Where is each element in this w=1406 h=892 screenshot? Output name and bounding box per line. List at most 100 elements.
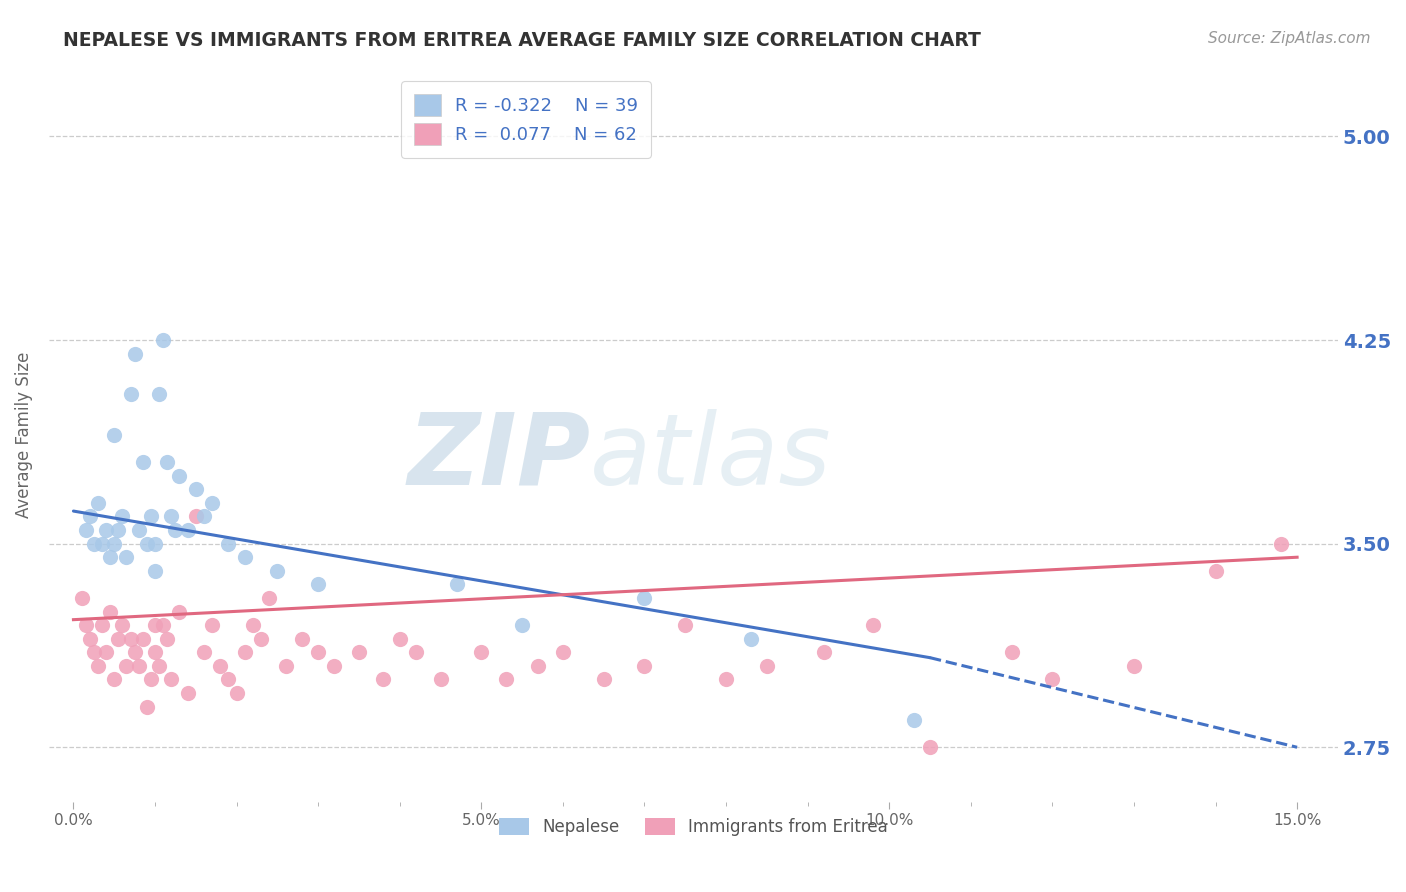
Point xyxy=(217,673,239,687)
Point xyxy=(139,509,162,524)
Point xyxy=(87,496,110,510)
Point xyxy=(233,645,256,659)
Point xyxy=(242,618,264,632)
Point xyxy=(1040,673,1063,687)
Text: Source: ZipAtlas.com: Source: ZipAtlas.com xyxy=(1208,31,1371,46)
Point xyxy=(527,658,550,673)
Point xyxy=(98,605,121,619)
Point xyxy=(135,699,157,714)
Point xyxy=(107,523,129,537)
Point xyxy=(813,645,835,659)
Point xyxy=(152,333,174,347)
Point xyxy=(903,713,925,727)
Point xyxy=(111,618,134,632)
Point xyxy=(169,468,191,483)
Point xyxy=(592,673,614,687)
Point xyxy=(862,618,884,632)
Point xyxy=(143,564,166,578)
Point xyxy=(143,536,166,550)
Point xyxy=(70,591,93,605)
Point xyxy=(633,658,655,673)
Point xyxy=(79,509,101,524)
Point xyxy=(714,673,737,687)
Point xyxy=(495,673,517,687)
Text: NEPALESE VS IMMIGRANTS FROM ERITREA AVERAGE FAMILY SIZE CORRELATION CHART: NEPALESE VS IMMIGRANTS FROM ERITREA AVER… xyxy=(63,31,981,50)
Point xyxy=(176,523,198,537)
Point xyxy=(510,618,533,632)
Point xyxy=(250,632,273,646)
Point xyxy=(209,658,232,673)
Point xyxy=(165,523,187,537)
Point xyxy=(201,618,224,632)
Point xyxy=(755,658,778,673)
Point xyxy=(184,509,207,524)
Text: ZIP: ZIP xyxy=(408,409,591,506)
Point xyxy=(307,645,329,659)
Point xyxy=(388,632,411,646)
Point xyxy=(347,645,370,659)
Point xyxy=(103,673,125,687)
Point xyxy=(405,645,427,659)
Point xyxy=(83,645,105,659)
Point xyxy=(124,346,146,360)
Point xyxy=(124,645,146,659)
Point xyxy=(103,536,125,550)
Point xyxy=(156,632,179,646)
Point xyxy=(470,645,492,659)
Legend: Nepalese, Immigrants from Eritrea: Nepalese, Immigrants from Eritrea xyxy=(491,810,896,845)
Point xyxy=(176,686,198,700)
Point xyxy=(373,673,395,687)
Point xyxy=(83,536,105,550)
Point xyxy=(148,387,170,401)
Point xyxy=(91,618,114,632)
Point xyxy=(446,577,468,591)
Point xyxy=(429,673,451,687)
Point xyxy=(143,618,166,632)
Point xyxy=(160,509,183,524)
Point xyxy=(551,645,574,659)
Point xyxy=(1270,536,1292,550)
Point xyxy=(156,455,179,469)
Text: atlas: atlas xyxy=(591,409,832,506)
Point xyxy=(217,536,239,550)
Point xyxy=(79,632,101,646)
Point xyxy=(87,658,110,673)
Point xyxy=(132,632,155,646)
Point xyxy=(274,658,297,673)
Point xyxy=(143,645,166,659)
Point xyxy=(128,658,150,673)
Point xyxy=(75,618,97,632)
Point xyxy=(1000,645,1022,659)
Point xyxy=(152,618,174,632)
Point xyxy=(266,564,288,578)
Point xyxy=(160,673,183,687)
Point xyxy=(291,632,314,646)
Point xyxy=(139,673,162,687)
Point xyxy=(120,387,142,401)
Point xyxy=(120,632,142,646)
Point xyxy=(169,605,191,619)
Point xyxy=(103,428,125,442)
Point xyxy=(135,536,157,550)
Point xyxy=(75,523,97,537)
Point xyxy=(740,632,762,646)
Point xyxy=(233,550,256,565)
Point xyxy=(184,483,207,497)
Point xyxy=(201,496,224,510)
Point xyxy=(307,577,329,591)
Point xyxy=(91,536,114,550)
Point xyxy=(94,645,117,659)
Point xyxy=(94,523,117,537)
Point xyxy=(193,509,215,524)
Point xyxy=(918,740,941,755)
Point xyxy=(111,509,134,524)
Point xyxy=(225,686,247,700)
Point xyxy=(1123,658,1146,673)
Point xyxy=(148,658,170,673)
Point xyxy=(98,550,121,565)
Point xyxy=(128,523,150,537)
Point xyxy=(132,455,155,469)
Point xyxy=(115,550,138,565)
Point xyxy=(323,658,346,673)
Point xyxy=(257,591,280,605)
